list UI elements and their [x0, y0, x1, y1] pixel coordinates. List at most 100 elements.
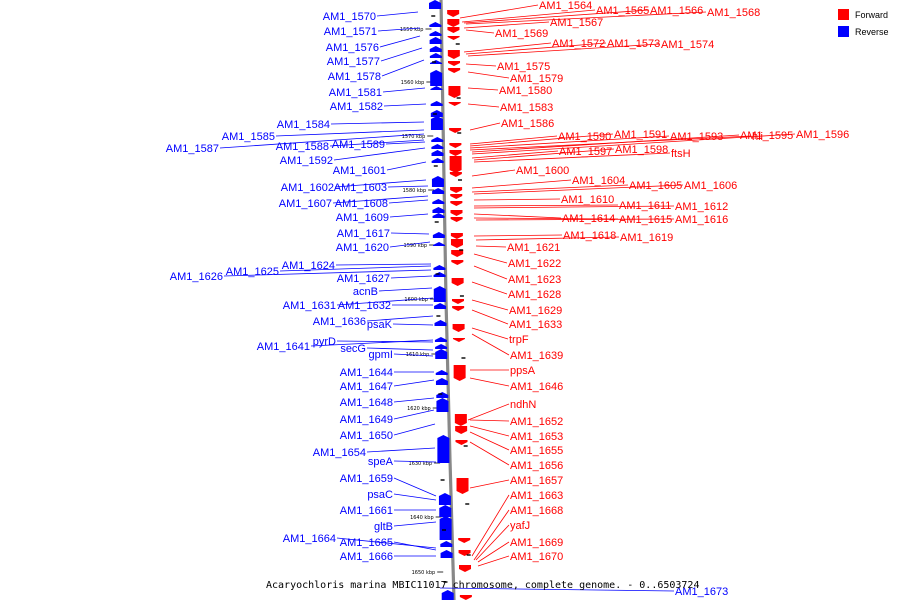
gene-label-am1-1625[interactable]: AM1_1625 [226, 266, 279, 278]
gene-label-am1-1579[interactable]: AM1_1579 [510, 73, 563, 85]
forward-gene[interactable] [449, 172, 462, 177]
forward-gene[interactable] [450, 187, 463, 193]
gene-label-am1-1647[interactable]: AM1_1647 [340, 381, 393, 393]
forward-gene[interactable] [447, 50, 460, 59]
reverse-gene[interactable] [432, 199, 445, 204]
gene-label-am1-1665[interactable]: AM1_1665 [340, 537, 393, 549]
gene-label-am1-1603[interactable]: AM1_1603 [334, 182, 387, 194]
gene-label-am1-1578[interactable]: AM1_1578 [328, 71, 381, 83]
gene-label-am1-1650[interactable]: AM1_1650 [340, 430, 393, 442]
gene-label-am1-1632[interactable]: AM1_1632 [338, 300, 391, 312]
reverse-gene[interactable] [435, 378, 448, 385]
forward-gene[interactable] [459, 595, 472, 600]
gene-label-am1-1648[interactable]: AM1_1648 [340, 397, 393, 409]
reverse-gene[interactable] [438, 493, 451, 505]
gene-label-am1-1657[interactable]: AM1_1657 [510, 475, 563, 487]
forward-gene[interactable] [449, 150, 462, 156]
reverse-gene[interactable] [440, 550, 453, 558]
reverse-gene[interactable] [429, 22, 442, 27]
gene-label-am1-1620[interactable]: AM1_1620 [336, 242, 389, 254]
reverse-gene[interactable] [440, 541, 453, 547]
gene-label-am1-1564[interactable]: AM1_1564 [539, 0, 592, 12]
gene-label-am1-1595[interactable]: AM1_1595 [740, 130, 793, 142]
gene-label-am1-1602[interactable]: AM1_1602 [281, 182, 334, 194]
reverse-gene[interactable] [429, 37, 442, 44]
gene-label-am1-1592[interactable]: AM1_1592 [280, 155, 333, 167]
forward-gene[interactable] [453, 365, 466, 381]
gene-label-spea[interactable]: speA [368, 456, 394, 468]
forward-gene[interactable] [450, 194, 463, 199]
reverse-gene[interactable] [431, 144, 444, 149]
gene-label-am1-1589[interactable]: AM1_1589 [332, 139, 385, 151]
gene-label-am1-1649[interactable]: AM1_1649 [340, 414, 393, 426]
forward-gene[interactable] [456, 478, 469, 494]
gene-label-ndhn[interactable]: ndhN [510, 399, 536, 411]
forward-gene[interactable] [451, 278, 464, 286]
gene-label-am1-1584[interactable]: AM1_1584 [277, 119, 330, 131]
forward-gene[interactable] [449, 128, 462, 133]
forward-gene[interactable] [447, 10, 460, 17]
reverse-gene[interactable] [439, 516, 452, 540]
gene-label-gltb[interactable]: gltB [374, 521, 393, 533]
reverse-gene[interactable] [433, 286, 446, 302]
gene-label-am1-1616[interactable]: AM1_1616 [675, 214, 728, 226]
forward-gene[interactable] [447, 36, 460, 40]
reverse-gene[interactable] [434, 303, 447, 309]
reverse-gene[interactable] [437, 435, 450, 463]
reverse-gene[interactable] [429, 46, 442, 52]
forward-gene[interactable] [448, 61, 461, 66]
gene-label-ppsa[interactable]: ppsA [510, 365, 536, 377]
forward-gene[interactable] [450, 239, 463, 248]
reverse-gene[interactable] [431, 150, 444, 156]
reverse-gene[interactable] [429, 31, 442, 36]
forward-gene[interactable] [452, 324, 465, 332]
reverse-gene[interactable] [429, 0, 441, 9]
gene-label-trpf[interactable]: trpF [509, 334, 529, 346]
forward-gene[interactable] [447, 27, 460, 33]
gene-label-am1-1669[interactable]: AM1_1669 [510, 537, 563, 549]
gene-label-am1-1631[interactable]: AM1_1631 [283, 300, 336, 312]
forward-gene[interactable] [452, 338, 465, 342]
forward-gene[interactable] [448, 102, 461, 106]
gene-label-am1-1644[interactable]: AM1_1644 [340, 367, 393, 379]
reverse-gene[interactable] [441, 590, 454, 600]
gene-label-am1-1607[interactable]: AM1_1607 [279, 198, 332, 210]
gene-label-am1-1653[interactable]: AM1_1653 [510, 431, 563, 443]
gene-label-am1-1612[interactable]: AM1_1612 [675, 201, 728, 213]
gene-label-am1-1575[interactable]: AM1_1575 [497, 61, 550, 73]
gene-label-am1-1609[interactable]: AM1_1609 [336, 212, 389, 224]
reverse-gene[interactable] [431, 176, 444, 187]
gene-label-am1-1593[interactable]: AM1_1593 [670, 131, 723, 143]
gene-label-am1-1596[interactable]: AM1_1596 [796, 129, 849, 141]
gene-label-am1-1580[interactable]: AM1_1580 [499, 85, 552, 97]
gene-label-am1-1566[interactable]: AM1_1566 [650, 5, 703, 17]
gene-label-am1-1569[interactable]: AM1_1569 [495, 28, 548, 40]
gene-labels-group[interactable]: AM1_1570 AM1_1571 AM1_1576 AM1_1577 AM1_1578… [166, 0, 849, 598]
gene-label-am1-1628[interactable]: AM1_1628 [508, 289, 561, 301]
reverse-gene[interactable] [430, 70, 443, 86]
forward-gene[interactable] [449, 143, 462, 148]
gene-label-am1-1618[interactable]: AM1_1618 [563, 230, 616, 242]
gene-label-am1-1587[interactable]: AM1_1587 [166, 143, 219, 155]
gene-label-hli[interactable]: hli [752, 131, 763, 143]
gene-label-am1-1629[interactable]: AM1_1629 [509, 305, 562, 317]
gene-label-am1-1622[interactable]: AM1_1622 [508, 258, 561, 270]
forward-gene[interactable] [452, 306, 465, 311]
reverse-gene[interactable] [434, 337, 447, 342]
reverse-gene[interactable] [431, 137, 444, 142]
reverse-gene[interactable] [430, 101, 443, 106]
gene-label-am1-1598[interactable]: AM1_1598 [615, 144, 668, 156]
reverse-gene[interactable] [434, 320, 447, 326]
gene-label-am1-1588[interactable]: AM1_1588 [276, 141, 329, 153]
forward-gene[interactable] [459, 565, 471, 572]
forward-gene[interactable] [450, 217, 463, 222]
gene-label-am1-1573[interactable]: AM1_1573 [607, 38, 660, 50]
reverse-gene[interactable] [439, 505, 452, 517]
gene-label-am1-1626[interactable]: AM1_1626 [170, 271, 223, 283]
gene-label-am1-1639[interactable]: AM1_1639 [510, 350, 563, 362]
gene-label-gpmi[interactable]: gpmI [369, 349, 393, 361]
gene-label-am1-1636[interactable]: AM1_1636 [313, 316, 366, 328]
forward-gene[interactable] [449, 156, 462, 173]
gene-label-secg[interactable]: secG [340, 343, 366, 355]
gene-label-am1-1668[interactable]: AM1_1668 [510, 505, 563, 517]
